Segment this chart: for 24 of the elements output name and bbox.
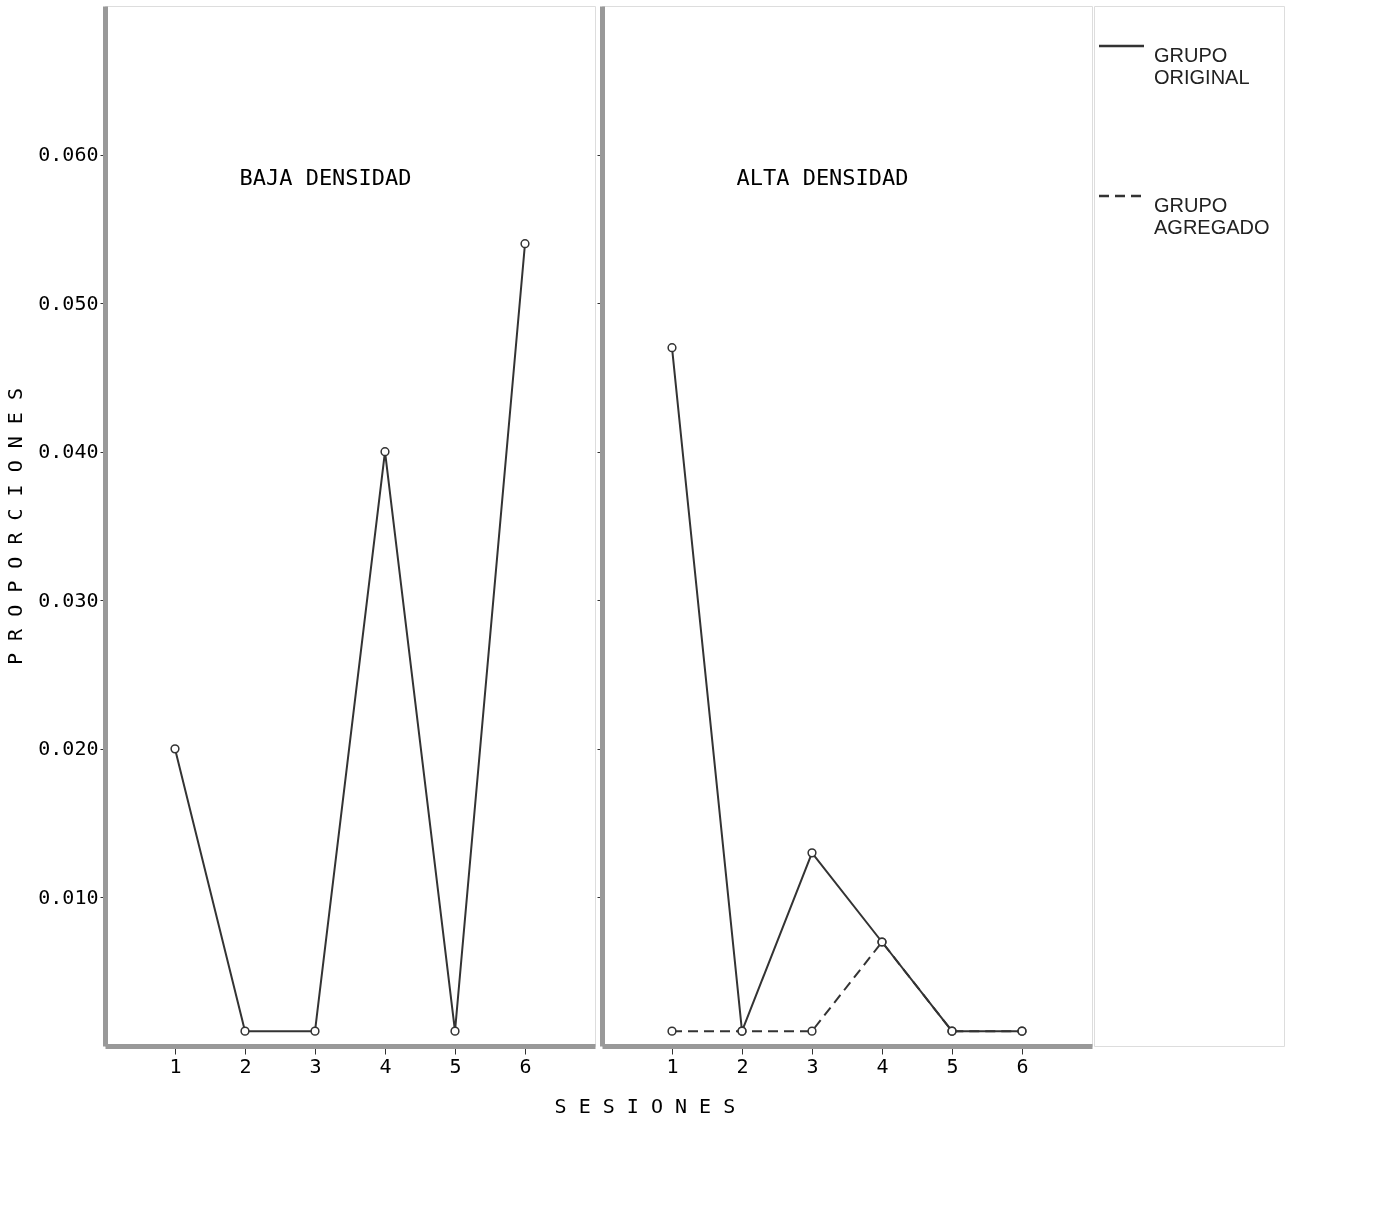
annotation: ALTA DENSIDAD xyxy=(736,164,909,190)
x-axis-title: S E S I O N E S xyxy=(554,1093,736,1118)
x-tick-label: 6 xyxy=(1016,1053,1029,1078)
annotation: BAJA DENSIDAD xyxy=(239,164,412,190)
x-tick-label: 1 xyxy=(169,1053,182,1078)
x-tick-label: 5 xyxy=(449,1053,462,1078)
x-tick-label: 5 xyxy=(946,1053,959,1078)
legend-label: GRUPO AGREGADO xyxy=(1154,194,1270,238)
x-tick-label: 3 xyxy=(806,1053,819,1078)
x-tick-label: 1 xyxy=(666,1053,679,1078)
legend-label: GRUPO ORIGINAL xyxy=(1154,44,1250,88)
y-axis-title: P R O P O R C I O N E S xyxy=(3,388,28,665)
x-tick-label: 2 xyxy=(736,1053,749,1078)
x-tick-label: 3 xyxy=(309,1053,322,1078)
x-tick-label: 4 xyxy=(379,1053,392,1078)
y-tick-label: 0.010 xyxy=(38,884,99,909)
y-tick-label: 0.050 xyxy=(38,290,99,315)
x-tick-label: 4 xyxy=(876,1053,889,1078)
y-tick-label: 0.060 xyxy=(38,142,99,167)
x-tick-label: 2 xyxy=(239,1053,252,1078)
x-tick-label: 6 xyxy=(519,1053,532,1078)
y-tick-label: 0.030 xyxy=(38,587,99,612)
y-tick-label: 0.040 xyxy=(38,439,99,464)
y-tick-label: 0.020 xyxy=(38,736,99,761)
